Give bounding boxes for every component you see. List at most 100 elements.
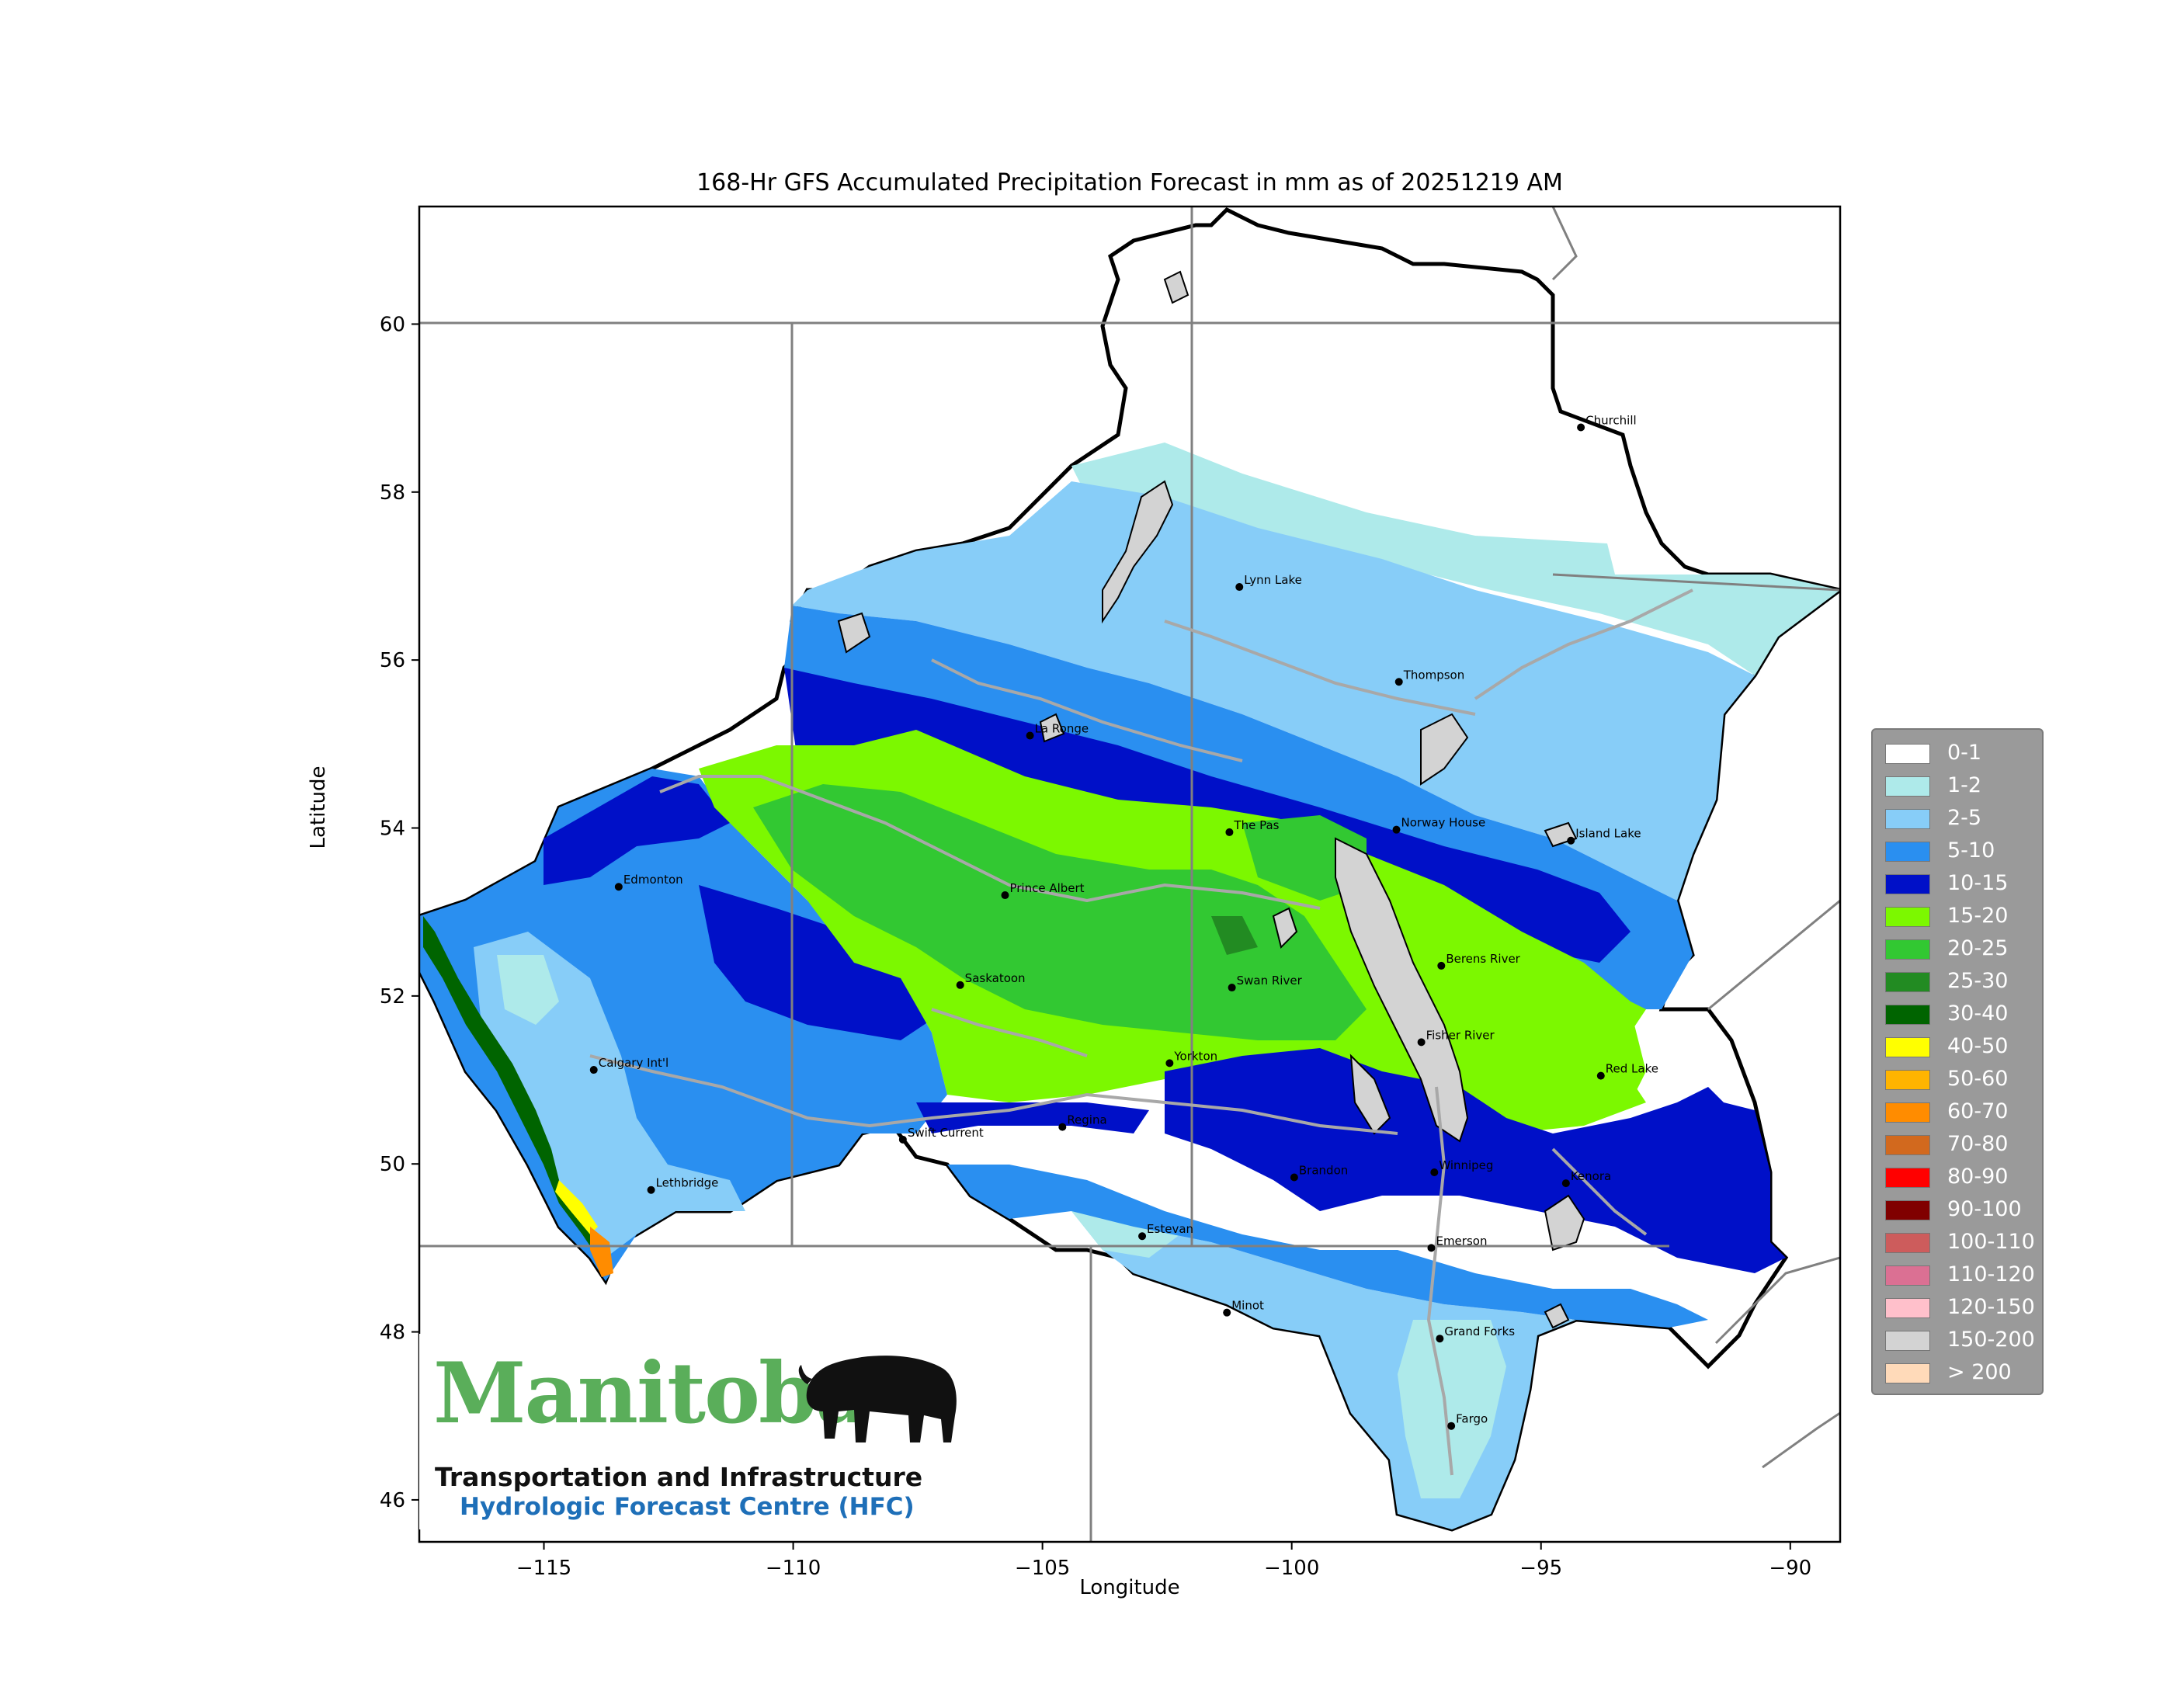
- city-marker: Winnipeg: [1430, 1158, 1493, 1177]
- city-marker: Lynn Lake: [1235, 573, 1302, 592]
- y-tick-label: 56: [380, 649, 405, 672]
- city-label: Yorkton: [1173, 1049, 1217, 1063]
- city-marker: Grand Forks: [1436, 1324, 1515, 1343]
- legend-swatch: [1885, 1070, 1930, 1090]
- legend-swatch: [1885, 842, 1930, 862]
- city-marker: Red Lake: [1596, 1062, 1658, 1080]
- city-marker: Brandon: [1290, 1164, 1348, 1182]
- legend-label: 80-90: [1947, 1165, 2009, 1189]
- city-marker: La Ronge: [1026, 722, 1089, 740]
- city-dot: [1392, 825, 1401, 834]
- x-tick-label: −110: [766, 1557, 821, 1580]
- legend-swatch: [1885, 809, 1930, 829]
- city-label: Thompson: [1403, 668, 1464, 682]
- legend-label: 20-25: [1947, 936, 2009, 960]
- city-label: Lynn Lake: [1244, 573, 1302, 587]
- x-tick-label: −95: [1519, 1557, 1562, 1580]
- city-label: Saskatoon: [965, 971, 1026, 985]
- legend-swatch: [1885, 1102, 1930, 1123]
- city-marker: Minot: [1223, 1299, 1264, 1317]
- city-label: Island Lake: [1575, 827, 1641, 841]
- city-marker: Swift Current: [898, 1126, 984, 1144]
- city-dot: [1436, 1335, 1444, 1343]
- legend-label: 110-120: [1947, 1262, 2035, 1286]
- legend-label: 150-200: [1947, 1328, 2035, 1352]
- city-label: Fargo: [1456, 1412, 1488, 1426]
- cities-layer: Churchill Lynn Lake Thompson La Ronge Norway…: [589, 414, 1658, 1430]
- legend-label: 2-5: [1947, 806, 1982, 830]
- city-dot: [647, 1186, 655, 1194]
- city-label: Regina: [1067, 1113, 1106, 1127]
- y-tick-label: 58: [380, 481, 405, 505]
- y-tick-label: 46: [380, 1489, 405, 1512]
- city-label: Swift Current: [908, 1126, 984, 1140]
- city-marker: Fisher River: [1417, 1028, 1495, 1047]
- legend-item: 70-80: [1882, 1129, 2037, 1157]
- legend-item: 100-110: [1882, 1227, 2037, 1255]
- legend-label: 5-10: [1947, 838, 1995, 863]
- legend-swatch: [1885, 1005, 1930, 1025]
- legend: 0-1 1-2 2-5 5-10 10-15 15-20 20-25 25-30 30-40 40…: [1871, 728, 2044, 1395]
- legend-swatch: [1885, 1298, 1930, 1318]
- legend-item: 15-20: [1882, 901, 2037, 929]
- city-dot: [1223, 1308, 1231, 1317]
- city-label: Estevan: [1147, 1222, 1193, 1236]
- city-dot: [898, 1135, 907, 1144]
- legend-label: 100-110: [1947, 1230, 2035, 1254]
- city-dot: [1567, 836, 1575, 845]
- legend-item: 2-5: [1882, 803, 2037, 831]
- legend-label: 15-20: [1947, 904, 2009, 928]
- x-tick-label: −115: [516, 1557, 571, 1580]
- rivers: [589, 588, 1693, 1476]
- y-tick-label: 52: [380, 985, 405, 1008]
- legend-item: 60-70: [1882, 1096, 2037, 1124]
- legend-swatch: [1885, 1363, 1930, 1383]
- legend-item: 40-50: [1882, 1031, 2037, 1059]
- city-label: Prince Albert: [1009, 881, 1084, 895]
- legend-swatch: [1885, 972, 1930, 992]
- city-label: Lethbridge: [656, 1176, 719, 1190]
- city-marker: Edmonton: [614, 873, 683, 891]
- legend-item: 0-1: [1882, 738, 2037, 765]
- legend-label: 30-40: [1947, 1002, 2009, 1026]
- city-label: Edmonton: [623, 873, 683, 887]
- city-marker: Prince Albert: [1001, 881, 1085, 900]
- city-dot: [1165, 1059, 1174, 1068]
- city-dot: [1138, 1232, 1147, 1241]
- legend-swatch: [1885, 1200, 1930, 1220]
- city-marker: Berens River: [1437, 952, 1521, 970]
- legend-item: 1-2: [1882, 770, 2037, 798]
- legend-label: 10-15: [1947, 871, 2009, 895]
- city-dot: [1417, 1038, 1426, 1047]
- legend-swatch: [1885, 1168, 1930, 1188]
- legend-label: 120-150: [1947, 1295, 2035, 1319]
- city-dot: [1447, 1422, 1456, 1430]
- legend-swatch: [1885, 1265, 1930, 1286]
- y-tick-label: 50: [380, 1153, 405, 1176]
- city-marker: Yorkton: [1165, 1049, 1217, 1068]
- city-marker: Kenora: [1561, 1169, 1611, 1188]
- manitoba-logo: Manitoba Transportation and Infrastructu…: [419, 1334, 969, 1529]
- legend-swatch: [1885, 939, 1930, 960]
- political-borders: [419, 207, 1840, 1542]
- city-dot: [956, 981, 964, 989]
- city-marker: Fargo: [1447, 1412, 1488, 1430]
- legend-label: 0-1: [1947, 741, 1982, 765]
- city-dot: [1001, 891, 1009, 900]
- city-label: Brandon: [1299, 1164, 1348, 1178]
- city-marker: The Pas: [1225, 818, 1280, 836]
- city-label: Red Lake: [1606, 1062, 1658, 1076]
- city-label: The Pas: [1233, 818, 1279, 832]
- legend-swatch: [1885, 1037, 1930, 1057]
- logo-line2: Hydrologic Forecast Centre (HFC): [460, 1493, 915, 1521]
- legend-label: 25-30: [1947, 969, 2009, 993]
- city-marker: Swan River: [1228, 974, 1303, 992]
- legend-item: 20-25: [1882, 933, 2037, 961]
- axis-ticks: −115 −110 −105 −100 −95 −90 46 48 50 52 54 56 58 60: [380, 313, 1811, 1580]
- city-dot: [1394, 678, 1403, 686]
- city-dot: [1058, 1123, 1067, 1131]
- city-dot: [1427, 1244, 1436, 1252]
- city-label: Grand Forks: [1444, 1324, 1515, 1338]
- city-label: Calgary Int'l: [599, 1056, 669, 1070]
